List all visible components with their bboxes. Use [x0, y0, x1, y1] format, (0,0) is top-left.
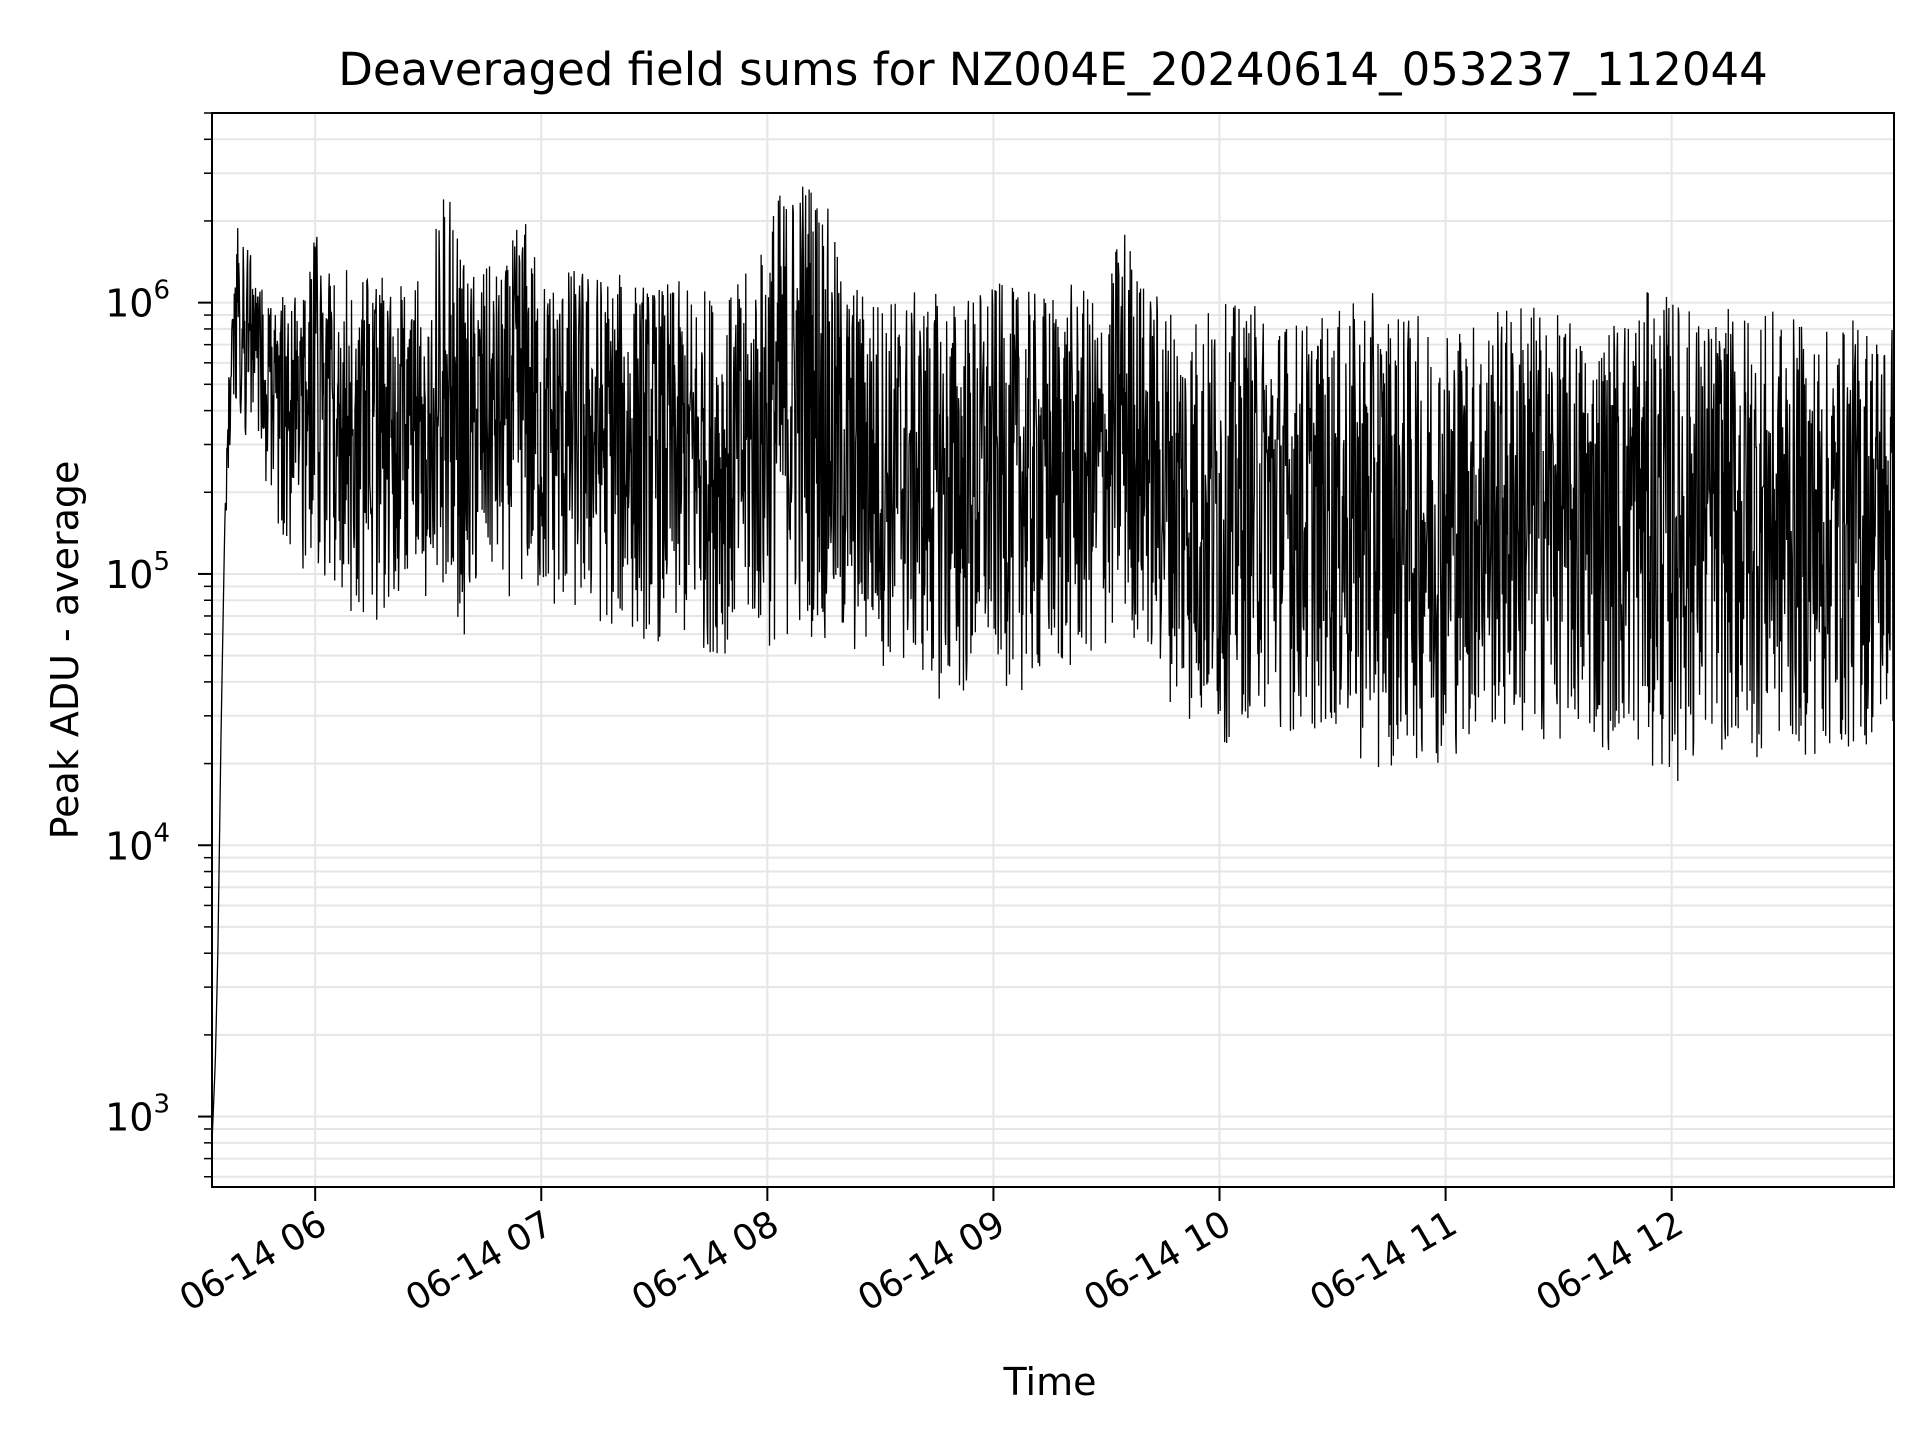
y-tick-label: 105	[105, 547, 170, 597]
series-line	[212, 186, 1894, 1143]
y-axis-label: Peak ADU - average	[43, 461, 87, 840]
y-axis: 103 104 105 106	[105, 112, 212, 1178]
chart-title: Deaveraged field sums for NZ004E_2024061…	[338, 43, 1767, 96]
y-tick-label: 104	[105, 818, 170, 868]
plot-area	[212, 186, 1894, 1143]
series-layer	[212, 186, 1894, 1143]
y-tick-label: 103	[105, 1090, 170, 1140]
x-axis-label: Time	[1003, 1360, 1097, 1404]
plot-frame	[211, 112, 1895, 1188]
y-tick-label: 106	[105, 276, 170, 326]
